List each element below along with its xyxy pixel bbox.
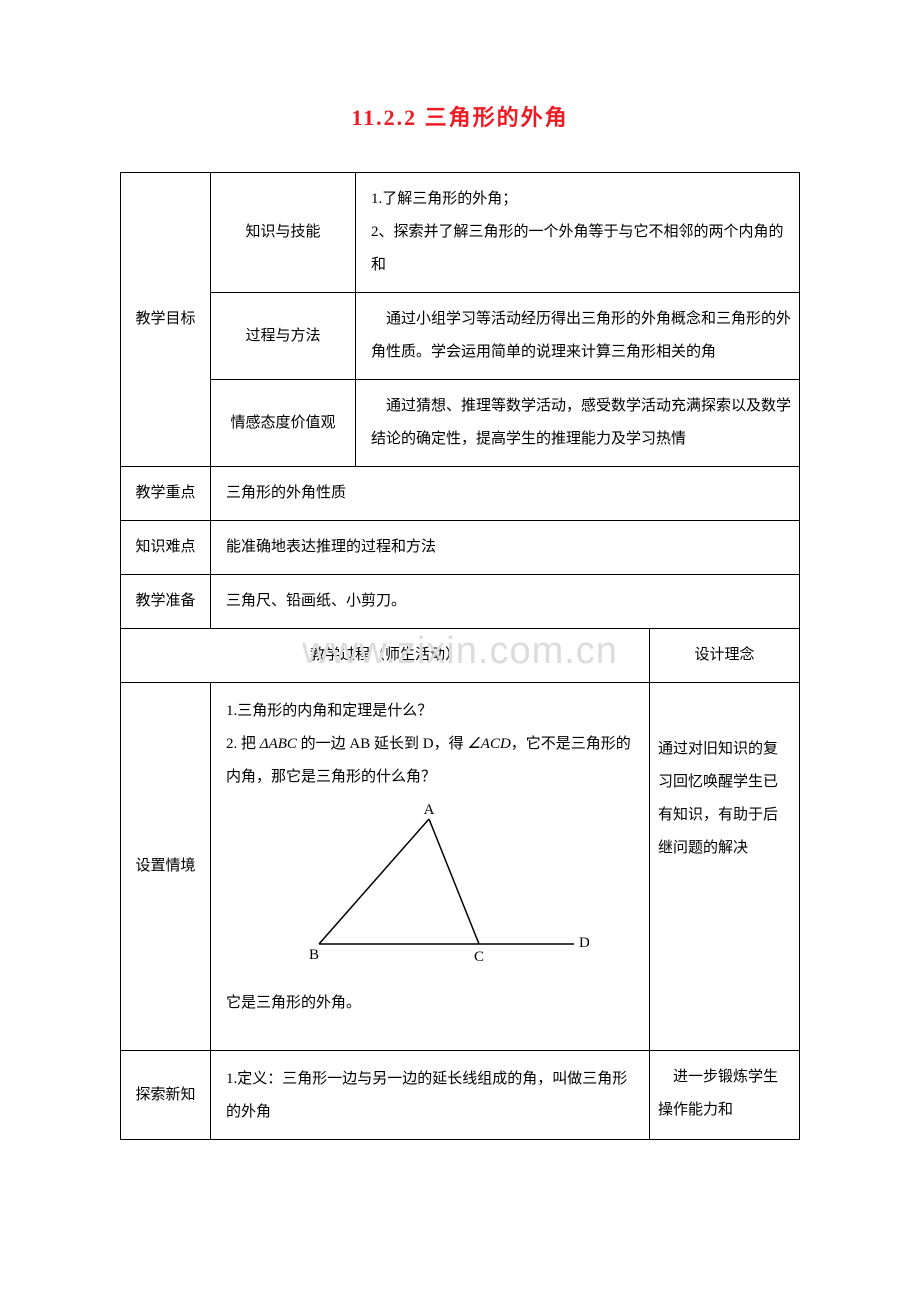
- scenario-line1: 1.三角形的内角和定理是什么？: [226, 695, 641, 728]
- table-row: 情感态度价值观 通过猜想、推理等数学活动，感受数学活动充满探索以及数学结论的确定…: [121, 380, 800, 467]
- triangle-side-ab: [319, 819, 429, 944]
- table-row: 教学重点 三角形的外角性质: [121, 467, 800, 521]
- table-row: 知识难点 能准确地表达推理的过程和方法: [121, 521, 800, 575]
- watermark-text: www.zixin.com.cn: [302, 630, 618, 673]
- difficulty-label-cell: 知识难点: [121, 521, 211, 575]
- explore-rationale-cell: 进一步锻炼学生操作能力和: [650, 1051, 800, 1140]
- scenario-label-cell: 设置情境: [121, 683, 211, 1051]
- explore-content-cell: 1.定义：三角形一边与另一边的延长线组成的角，叫做三角形的外角: [211, 1051, 650, 1140]
- table-row: 探索新知 1.定义：三角形一边与另一边的延长线组成的角，叫做三角形的外角 进一步…: [121, 1051, 800, 1140]
- triangle-diagram: A B C D: [226, 804, 641, 977]
- scenario-content-cell: 1.三角形的内角和定理是什么？ 2. 把 ΔABC 的一边 AB 延长到 D，得…: [211, 683, 650, 1051]
- triangle-side-ac: [429, 819, 479, 944]
- focus-label-cell: 教学重点: [121, 467, 211, 521]
- emotion-label-cell: 情感态度价值观: [211, 380, 356, 467]
- explore-label-cell: 探索新知: [121, 1051, 211, 1140]
- scenario-line2: 2. 把 ΔABC 的一边 AB 延长到 D，得 ∠ACD，它不是三角形的内角，…: [226, 728, 641, 794]
- label-a: A: [423, 804, 434, 818]
- table-row: 教学准备 三角尺、铅画纸、小剪刀。: [121, 575, 800, 629]
- knowledge-content: 1.了解三角形的外角；2、探索并了解三角形的一个外角等于与它不相邻的两个内角的和: [371, 191, 784, 273]
- prep-label-cell: 教学准备: [121, 575, 211, 629]
- focus-content-cell: 三角形的外角性质: [211, 467, 800, 521]
- table-row: 设置情境 1.三角形的内角和定理是什么？ 2. 把 ΔABC 的一边 AB 延长…: [121, 683, 800, 1051]
- knowledge-label-cell: 知识与技能: [211, 173, 356, 293]
- math-abc: ΔABC: [260, 736, 297, 752]
- goals-label-cell: 教学目标: [121, 173, 211, 467]
- difficulty-content-cell: 能准确地表达推理的过程和方法: [211, 521, 800, 575]
- process-content-cell: 通过小组学习等活动经历得出三角形的外角概念和三角形的外角性质。学会运用简单的说理…: [356, 293, 800, 380]
- design-header-cell: 设计理念: [650, 629, 800, 683]
- label-c: C: [473, 949, 483, 964]
- table-row: 教学目标 知识与技能 1.了解三角形的外角；2、探索并了解三角形的一个外角等于与…: [121, 173, 800, 293]
- math-acd: ∠ACD: [467, 736, 510, 752]
- prep-content-cell: 三角尺、铅画纸、小剪刀。: [211, 575, 800, 629]
- label-d: D: [579, 935, 589, 951]
- scenario-rationale-cell: 通过对旧知识的复习回忆唤醒学生已有知识，有助于后继问题的解决: [650, 683, 800, 1051]
- process-label-cell: 过程与方法: [211, 293, 356, 380]
- knowledge-content-cell: 1.了解三角形的外角；2、探索并了解三角形的一个外角等于与它不相邻的两个内角的和: [356, 173, 800, 293]
- label-b: B: [309, 947, 319, 963]
- document-title: 11.2.2 三角形的外角: [120, 100, 800, 132]
- table-row: 过程与方法 通过小组学习等活动经历得出三角形的外角概念和三角形的外角性质。学会运…: [121, 293, 800, 380]
- scenario-bottom: 它是三角形的外角。: [226, 987, 641, 1020]
- emotion-content-cell: 通过猜想、推理等数学活动，感受数学活动充满探索以及数学结论的确定性，提高学生的推…: [356, 380, 800, 467]
- triangle-svg: A B C D: [279, 804, 589, 964]
